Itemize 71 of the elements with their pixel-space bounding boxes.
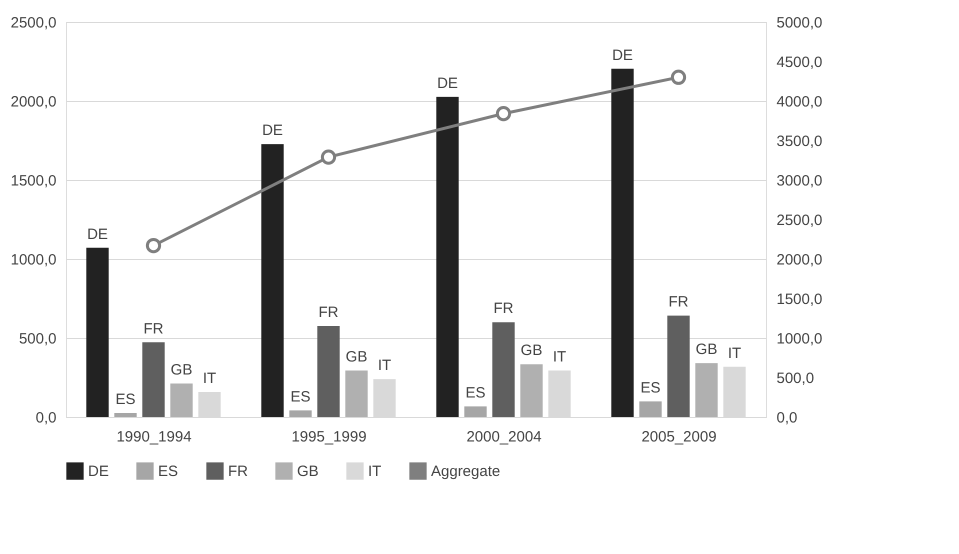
bar xyxy=(170,384,193,417)
text: FR xyxy=(668,294,688,311)
y2-tick-label: 3500,0 xyxy=(776,133,822,150)
text: DE xyxy=(437,74,458,92)
y2-tick-label: 4000,0 xyxy=(776,94,822,110)
y-tick-label: 500,0 xyxy=(18,330,56,348)
bar xyxy=(639,401,662,417)
x-tick-label: 1995_1999 xyxy=(291,428,367,446)
text: FR xyxy=(144,320,164,338)
legend-label: FR xyxy=(228,463,248,480)
bar xyxy=(142,342,165,417)
y2-tick-label: 1000,0 xyxy=(776,330,822,348)
x-tick-label: 2000_2004 xyxy=(466,428,542,446)
bar xyxy=(345,370,368,417)
text: ES xyxy=(115,391,136,408)
bar xyxy=(86,248,109,417)
bar xyxy=(723,366,746,417)
point xyxy=(670,70,686,85)
text: GB xyxy=(520,342,542,360)
point xyxy=(146,238,162,254)
y2-tick-label: 5000,0 xyxy=(776,14,822,32)
legend-label: Aggregate xyxy=(431,463,500,480)
text: ES xyxy=(640,379,661,396)
x-tick-label: 1990_1994 xyxy=(116,428,192,446)
bar xyxy=(492,322,515,417)
bar xyxy=(317,326,340,417)
y2-tick-label: 500,0 xyxy=(776,370,814,387)
text: GB xyxy=(346,348,368,366)
text: GB xyxy=(170,362,192,379)
y-tick-label: 2000,0 xyxy=(10,94,56,110)
y-tick-label: 1500,0 xyxy=(10,172,56,190)
bar xyxy=(611,68,634,417)
point xyxy=(496,106,512,122)
bar xyxy=(667,316,690,417)
text: IT xyxy=(378,357,392,374)
text: ES xyxy=(290,388,311,406)
bar xyxy=(373,379,396,417)
bar xyxy=(464,406,487,417)
text: IT xyxy=(202,370,216,388)
bar xyxy=(548,370,571,417)
text: IT xyxy=(728,344,742,362)
bar xyxy=(695,363,718,417)
bar xyxy=(436,96,459,417)
text: IT xyxy=(552,348,566,366)
text: DE xyxy=(612,46,633,64)
text: DE xyxy=(262,122,283,140)
legend-label: ES xyxy=(158,463,178,480)
y2-tick-label: 4500,0 xyxy=(776,54,822,71)
text: FR xyxy=(494,300,514,318)
bar xyxy=(520,364,543,417)
text: ES xyxy=(465,384,486,402)
y2-tick-label: 3000,0 xyxy=(776,172,822,190)
point xyxy=(320,149,336,165)
legend-label: DE xyxy=(88,463,109,480)
text: GB xyxy=(696,341,718,358)
bar xyxy=(261,144,284,417)
bar xyxy=(114,413,137,417)
legend-label: IT xyxy=(368,463,382,480)
bar xyxy=(198,392,221,417)
y2-tick-label: 0,0 xyxy=(776,410,798,426)
legend-label: GB xyxy=(297,463,319,480)
bar xyxy=(289,410,312,417)
y-tick-label: 1000,0 xyxy=(10,252,56,268)
text: FR xyxy=(318,304,338,321)
text: DE xyxy=(87,226,108,243)
y-tick-label: 0,0 xyxy=(36,410,56,426)
y2-tick-label: 1500,0 xyxy=(776,291,822,308)
y2-tick-label: 2500,0 xyxy=(776,212,822,229)
x-tick-label: 2005_2009 xyxy=(641,428,717,446)
y2-tick-label: 2000,0 xyxy=(776,252,822,268)
y-tick-label: 2500,0 xyxy=(10,14,56,32)
